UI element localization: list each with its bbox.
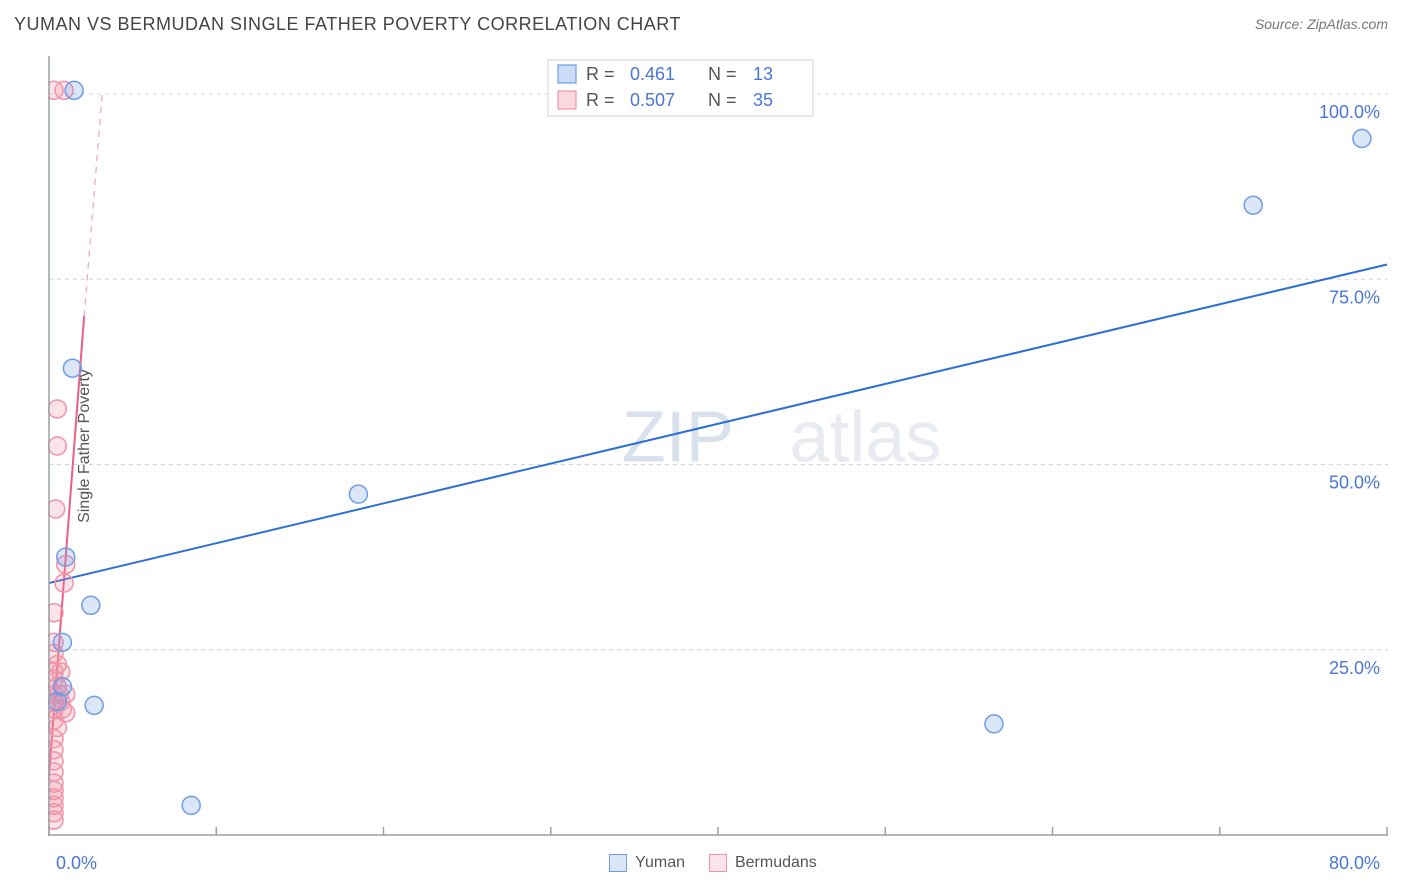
- svg-text:35: 35: [753, 90, 773, 110]
- legend-item-bermudans: Bermudans: [709, 854, 817, 872]
- source-label: Source: ZipAtlas.com: [1255, 16, 1388, 32]
- svg-text:50.0%: 50.0%: [1329, 473, 1380, 493]
- svg-text:0.507: 0.507: [630, 90, 675, 110]
- svg-text:R =: R =: [586, 64, 615, 84]
- svg-text:R =: R =: [586, 90, 615, 110]
- legend-swatch-bermudans: [709, 854, 727, 872]
- legend-item-yuman: Yuman: [609, 854, 685, 872]
- svg-text:N =: N =: [708, 64, 737, 84]
- svg-text:0.461: 0.461: [630, 64, 675, 84]
- x-tick-max: 80.0%: [1329, 853, 1380, 874]
- svg-text:N =: N =: [708, 90, 737, 110]
- x-tick-min: 0.0%: [56, 853, 97, 874]
- legend-label-yuman: Yuman: [635, 854, 685, 872]
- chart-plot: 25.0% 50.0% 75.0% 100.0% ZIP atlas R = 0.461 N =…: [48, 56, 1388, 836]
- legend-label-bermudans: Bermudans: [735, 854, 817, 872]
- svg-text:100.0%: 100.0%: [1319, 102, 1380, 122]
- svg-text:atlas: atlas: [789, 398, 941, 478]
- svg-text:75.0%: 75.0%: [1329, 287, 1380, 307]
- svg-text:ZIP: ZIP: [622, 398, 734, 478]
- svg-text:13: 13: [753, 64, 773, 84]
- legend-swatch-yuman: [609, 854, 627, 872]
- chart-title: YUMAN VS BERMUDAN SINGLE FATHER POVERTY …: [14, 14, 681, 35]
- svg-text:25.0%: 25.0%: [1329, 658, 1380, 678]
- bottom-legend: Yuman Bermudans: [609, 854, 817, 872]
- x-axis-bar: 0.0% Yuman Bermudans 80.0%: [48, 843, 1388, 883]
